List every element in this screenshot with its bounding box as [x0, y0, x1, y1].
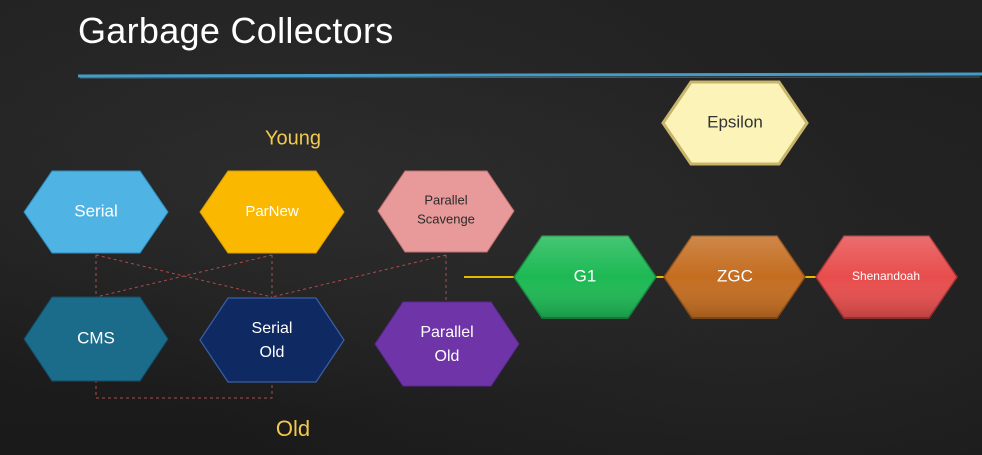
parallel-scavenge-collector[interactable]: Parallel Scavenge [377, 170, 515, 253]
parallel-scavenge-label-line1: Parallel [424, 192, 467, 207]
epsilon-label: Epsilon [707, 112, 763, 131]
cms-label: CMS [77, 328, 115, 347]
cms-collector[interactable]: CMS [23, 296, 169, 382]
slide-title: Garbage Collectors [78, 10, 394, 51]
connector-scavenge-serialold [271, 254, 447, 298]
serial-collector[interactable]: Serial [23, 170, 169, 254]
serial-label: Serial [74, 201, 117, 220]
zgc-collector[interactable]: ZGC [663, 235, 806, 319]
parallel-old-label-line1: Parallel [420, 324, 473, 341]
serial-old-label-line2: Old [260, 344, 285, 361]
g1-collector[interactable]: G1 [513, 235, 657, 319]
young-generation-label: Young [265, 127, 321, 149]
g1-label: G1 [574, 266, 597, 285]
epsilon-collector[interactable]: Epsilon [661, 80, 809, 166]
title-underline [77, 72, 982, 78]
parallel-scavenge-label-line2: Scavenge [417, 211, 475, 226]
connectors-dashed [95, 254, 447, 399]
title-underline-shadow [79, 76, 981, 79]
old-generation-label: Old [276, 416, 310, 441]
parnew-label: ParNew [245, 203, 299, 220]
zgc-label: ZGC [717, 266, 753, 285]
serial-old-collector[interactable]: Serial Old [199, 297, 345, 383]
shenandoah-collector[interactable]: Shenandoah [815, 235, 958, 319]
connector-parnew-cms [95, 254, 273, 298]
shenandoah-label: Shenandoah [852, 269, 920, 283]
parnew-collector[interactable]: ParNew [199, 170, 345, 254]
parallel-old-label-line2: Old [435, 348, 460, 365]
connector-cms-serialold-bottom [95, 380, 273, 399]
serial-old-label-line1: Serial [252, 320, 293, 337]
parallel-old-collector[interactable]: Parallel Old [374, 301, 520, 387]
